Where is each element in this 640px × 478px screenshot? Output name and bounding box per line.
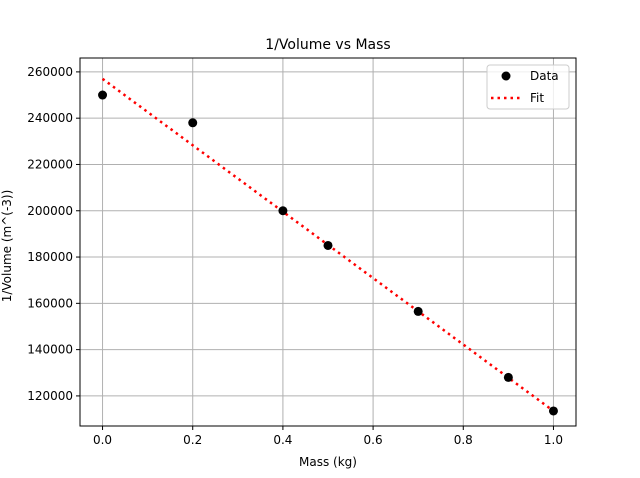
legend-label: Fit <box>530 91 544 105</box>
x-tick-label: 0.0 <box>93 433 112 447</box>
legend-label: Data <box>530 69 559 83</box>
x-tick-label: 0.8 <box>454 433 473 447</box>
data-point <box>503 372 513 382</box>
y-tick-label: 220000 <box>27 157 73 171</box>
x-tick-label: 1.0 <box>544 433 563 447</box>
legend: Data Fit <box>486 64 570 110</box>
plot-frame <box>79 57 577 427</box>
y-tick-label: 180000 <box>27 250 73 264</box>
data-point <box>98 90 108 100</box>
x-tick-label: 0.6 <box>364 433 383 447</box>
y-tick-label: 200000 <box>27 204 73 218</box>
y-tick-label: 240000 <box>27 111 73 125</box>
y-tick-label: 120000 <box>27 389 73 403</box>
data-point <box>323 240 333 250</box>
x-axis-label: Mass (kg) <box>299 455 357 469</box>
ticks: 0.0 0.2 0.4 0.6 0.8 1.0 120000 140000 160000 1800… <box>27 65 563 447</box>
y-axis-label: 1/Volume (m^(-3)) <box>0 190 14 303</box>
y-tick-label: 140000 <box>27 343 73 357</box>
chart-title: 1/Volume vs Mass <box>265 37 390 53</box>
series-layer <box>98 77 558 416</box>
data-point <box>548 406 558 416</box>
y-tick-label: 160000 <box>27 296 73 310</box>
data-point <box>188 118 198 128</box>
data-point <box>278 206 288 216</box>
x-tick-label: 0.2 <box>183 433 202 447</box>
y-tick-label: 260000 <box>27 65 73 79</box>
x-tick-label: 0.4 <box>273 433 292 447</box>
legend-marker-data <box>501 71 511 81</box>
data-point <box>413 306 423 316</box>
